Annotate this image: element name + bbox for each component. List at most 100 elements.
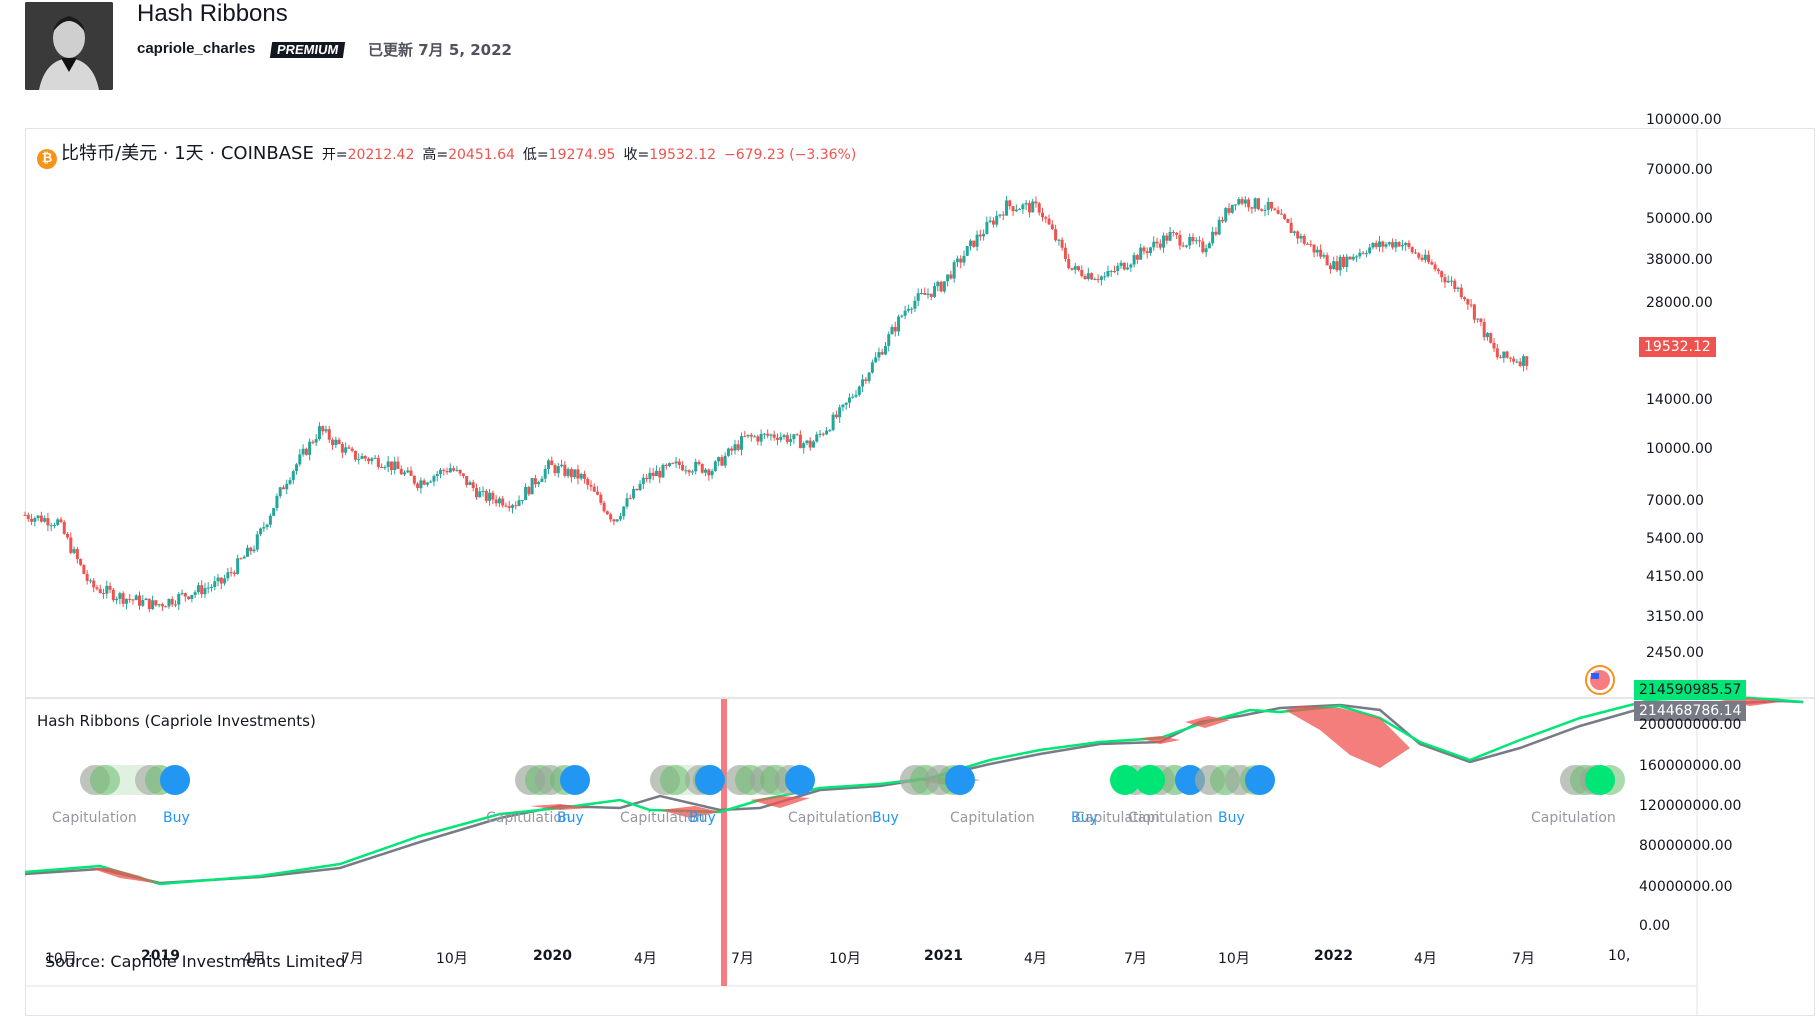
candle-body: [442, 469, 446, 472]
candle-body: [376, 457, 380, 467]
candle-body: [933, 286, 937, 297]
candle-body: [160, 604, 164, 607]
candle-body: [648, 472, 652, 480]
capitulation-area: [1720, 698, 1780, 706]
candle-body: [959, 258, 963, 263]
candle-body: [582, 473, 586, 479]
candle-body: [494, 499, 498, 504]
capitulation-dot: [660, 765, 690, 795]
candle-body: [566, 469, 570, 476]
candle-body: [85, 573, 89, 581]
candle-body: [1348, 256, 1352, 260]
candle-body: [1525, 356, 1529, 366]
candle-body: [982, 233, 986, 237]
candle-body: [877, 352, 881, 358]
candle-body: [445, 471, 449, 473]
candle-body: [111, 589, 115, 601]
candle-body: [635, 488, 639, 491]
indicator-title[interactable]: Hash Ribbons (Capriole Investments): [37, 712, 316, 730]
candle-body: [360, 456, 364, 459]
candle-body: [478, 491, 482, 498]
candle-body: [174, 604, 177, 606]
candle-body: [33, 518, 37, 522]
candle-body: [180, 593, 184, 595]
candle-body: [1054, 229, 1058, 241]
candle-body: [1518, 361, 1522, 366]
candle-body: [229, 572, 233, 574]
symbol-label[interactable]: 比特币/美元 · 1天 · COINBASE: [61, 143, 314, 164]
idea-title[interactable]: Hash Ribbons: [137, 0, 288, 27]
candle-body: [1129, 264, 1133, 268]
candle-body: [1292, 231, 1296, 233]
candle-body: [1476, 318, 1480, 320]
candle-body: [314, 439, 318, 443]
candle-body: [795, 434, 799, 436]
capitulation-dot: [1585, 765, 1615, 795]
candle-body: [1034, 201, 1038, 204]
candle-body: [1027, 203, 1031, 213]
hash-axis-label: 40000000.00: [1639, 879, 1733, 895]
candle-body: [1181, 245, 1185, 247]
candle-body: [880, 352, 884, 355]
candle-body: [1044, 217, 1048, 219]
candle-body: [1250, 207, 1254, 209]
candle-body: [389, 461, 393, 471]
candle-body: [465, 476, 469, 485]
flag-icon[interactable]: [1585, 665, 1615, 695]
candle-body: [36, 515, 40, 519]
buy-signal-label: Buy: [163, 810, 190, 826]
candle-body: [1112, 271, 1116, 273]
candle-body: [825, 430, 829, 435]
candle-body: [677, 461, 681, 465]
candle-body: [242, 556, 246, 559]
candle-body: [1037, 203, 1041, 213]
candle-body: [353, 450, 357, 460]
candle-body: [49, 525, 53, 527]
candlestick-series: [23, 195, 1529, 613]
candle-body: [419, 480, 423, 489]
candle-body: [1397, 242, 1401, 247]
candle-body: [124, 598, 128, 604]
candle-body: [363, 456, 367, 459]
candle-body: [386, 461, 390, 467]
last-price-tag: 19532.12: [1639, 337, 1716, 357]
candle-body: [681, 464, 685, 471]
candle-body: [425, 482, 429, 485]
capitulation-signal-label: Capitulation: [1128, 810, 1213, 826]
candle-body: [1315, 249, 1319, 253]
candle-body: [226, 572, 230, 579]
low-value: 19274.95: [548, 147, 616, 163]
candle-body: [632, 488, 636, 499]
candle-body: [1063, 247, 1067, 259]
candle-body: [753, 436, 757, 438]
candle-body: [1234, 204, 1238, 206]
author-avatar[interactable]: [25, 2, 113, 90]
candle-body: [1086, 273, 1090, 279]
candle-body: [1361, 252, 1365, 254]
candle-body: [1093, 279, 1097, 281]
candle-body: [1512, 358, 1516, 362]
candle-body: [26, 515, 30, 519]
candle-body: [1224, 208, 1228, 222]
candle-body: [874, 357, 878, 363]
candle-body: [985, 221, 989, 234]
candle-body: [1505, 351, 1509, 358]
candle-body: [1230, 204, 1234, 213]
candle-body: [252, 549, 256, 552]
candle-body: [1024, 203, 1028, 205]
candle-body: [1502, 351, 1506, 359]
candle-body: [952, 262, 956, 279]
candle-body: [1521, 356, 1525, 366]
candle-body: [808, 440, 812, 448]
candle-body: [1472, 304, 1476, 320]
candle-body: [409, 470, 413, 476]
candle-body: [883, 345, 887, 355]
time-axis-label: 10月: [1218, 951, 1250, 967]
candle-body: [704, 469, 708, 473]
candle-body: [942, 281, 946, 292]
candle-body: [1122, 262, 1126, 270]
candle-body: [272, 507, 276, 516]
candle-body: [1211, 231, 1215, 244]
author-name[interactable]: capriole_charles: [137, 40, 256, 57]
